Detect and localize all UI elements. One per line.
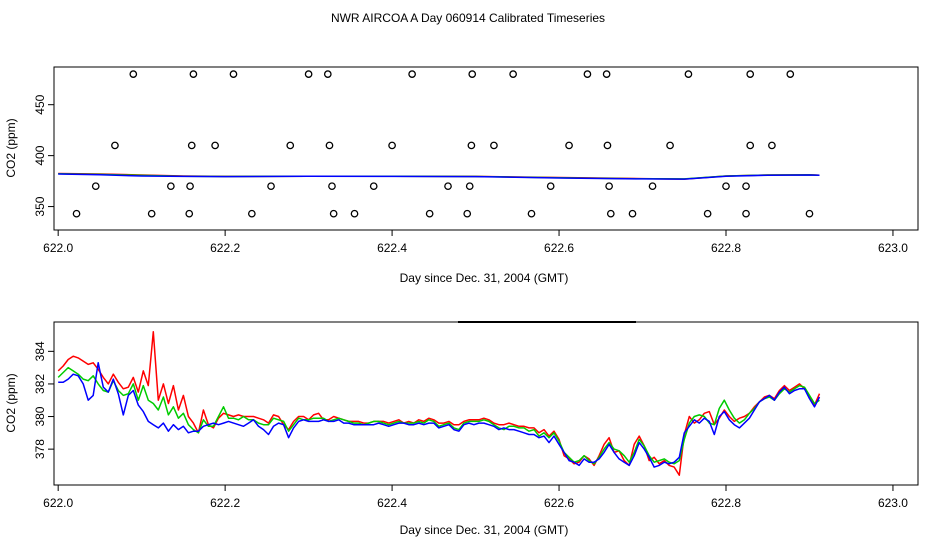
upper-x-axis-label: Day since Dec. 31, 2004 (GMT) bbox=[400, 271, 569, 285]
upper-marker-point bbox=[684, 70, 693, 78]
upper-marker-group bbox=[72, 70, 814, 218]
upper-marker-point bbox=[328, 182, 336, 191]
lower-x-tick-label: 622.0 bbox=[43, 496, 73, 510]
chart-title: NWR AIRCOA A Day 060914 Calibrated Times… bbox=[331, 11, 605, 25]
lower-y-axis-label: CO2 (ppm) bbox=[4, 373, 18, 432]
upper-marker-point bbox=[329, 209, 338, 218]
upper-marker-point bbox=[350, 209, 359, 218]
upper-x-axis: 622.0 622.2 622.4 622.6 622.8 623.0 bbox=[43, 230, 908, 255]
lower-x-tick-label: 623.0 bbox=[878, 496, 908, 510]
upper-marker-point bbox=[648, 182, 657, 191]
upper-marker-point bbox=[722, 182, 730, 191]
upper-marker-point bbox=[602, 70, 611, 78]
lower-panel: 622.0 622.2 622.4 622.6 622.8 623.0 378 380 382… bbox=[4, 321, 919, 537]
upper-marker-point bbox=[187, 141, 196, 150]
upper-marker-point bbox=[768, 141, 776, 150]
upper-marker-point bbox=[323, 70, 332, 78]
upper-x-tick-label: 623.0 bbox=[878, 241, 908, 255]
lower-x-tick-label: 622.6 bbox=[544, 496, 574, 510]
upper-marker-point bbox=[703, 209, 712, 218]
upper-marker-point bbox=[628, 209, 637, 218]
upper-x-tick-label: 622.4 bbox=[377, 241, 407, 255]
upper-x-tick-label: 622.6 bbox=[544, 241, 574, 255]
upper-marker-point bbox=[408, 70, 416, 78]
upper-marker-point bbox=[746, 70, 755, 78]
upper-marker-point bbox=[527, 209, 536, 218]
upper-marker-point bbox=[786, 70, 795, 78]
upper-marker-point bbox=[425, 209, 434, 218]
lower-x-tick-label: 622.8 bbox=[711, 496, 741, 510]
upper-marker-point bbox=[603, 141, 612, 150]
lower-series-blue-line bbox=[58, 362, 821, 468]
lower-plot-frame bbox=[53, 321, 919, 486]
lower-series-green-line bbox=[57, 366, 820, 465]
upper-marker-point bbox=[444, 182, 452, 191]
upper-y-tick-label: 400 bbox=[33, 145, 47, 165]
upper-marker-point bbox=[72, 209, 81, 218]
upper-marker-point bbox=[606, 209, 615, 218]
upper-panel: 622.0 622.2 622.4 622.6 622.8 623.0 350 400 450… bbox=[4, 66, 919, 285]
lower-y-tick-label: 378 bbox=[33, 439, 47, 459]
upper-series-group bbox=[58, 172, 820, 180]
upper-marker-point bbox=[468, 70, 477, 78]
upper-marker-point bbox=[111, 141, 119, 150]
upper-marker-point bbox=[467, 141, 476, 150]
upper-marker-point bbox=[805, 209, 814, 218]
upper-marker-point bbox=[742, 209, 750, 218]
upper-marker-point bbox=[211, 141, 219, 150]
upper-marker-point bbox=[583, 70, 592, 78]
upper-plot-frame bbox=[53, 66, 919, 231]
upper-marker-point bbox=[267, 182, 275, 191]
lower-x-tick-label: 622.2 bbox=[210, 496, 240, 510]
upper-series-blue-line bbox=[58, 173, 820, 180]
lower-y-axis: 378 380 382 384 bbox=[33, 341, 54, 459]
upper-x-tick-label: 622.2 bbox=[210, 241, 240, 255]
lower-x-axis: 622.0 622.2 622.4 622.6 622.8 623.0 bbox=[43, 485, 908, 510]
upper-y-axis-label: CO2 (ppm) bbox=[4, 118, 18, 177]
upper-marker-point bbox=[189, 70, 198, 78]
upper-marker-point bbox=[369, 182, 378, 191]
lower-series-group bbox=[57, 331, 821, 476]
upper-marker-point bbox=[247, 209, 256, 218]
upper-marker-point bbox=[286, 141, 295, 150]
upper-marker-point bbox=[186, 182, 194, 191]
upper-marker-point bbox=[605, 182, 613, 191]
upper-marker-point bbox=[465, 182, 474, 191]
lower-x-axis-label: Day since Dec. 31, 2004 (GMT) bbox=[400, 523, 569, 537]
lower-y-tick-label: 382 bbox=[33, 374, 47, 394]
upper-marker-point bbox=[490, 141, 498, 150]
upper-marker-point bbox=[147, 209, 156, 218]
upper-y-tick-label: 450 bbox=[33, 94, 47, 114]
lower-y-tick-label: 380 bbox=[33, 406, 47, 426]
upper-y-axis: 350 400 450 bbox=[33, 94, 54, 217]
upper-marker-point bbox=[388, 141, 396, 150]
upper-marker-point bbox=[91, 182, 100, 191]
upper-marker-point bbox=[325, 141, 334, 150]
upper-marker-point bbox=[129, 70, 138, 78]
lower-series-red-line bbox=[57, 331, 821, 476]
upper-x-tick-label: 622.0 bbox=[43, 241, 73, 255]
upper-marker-point bbox=[463, 209, 472, 218]
upper-marker-point bbox=[167, 182, 175, 191]
upper-marker-point bbox=[565, 141, 573, 150]
upper-marker-point bbox=[666, 141, 674, 150]
upper-x-tick-label: 622.8 bbox=[711, 241, 741, 255]
upper-marker-point bbox=[509, 70, 517, 78]
lower-y-tick-label: 384 bbox=[33, 341, 47, 361]
upper-marker-point bbox=[546, 182, 555, 191]
upper-marker-point bbox=[304, 70, 313, 78]
lower-x-tick-label: 622.4 bbox=[377, 496, 407, 510]
upper-marker-point bbox=[742, 182, 750, 191]
upper-marker-point bbox=[229, 70, 238, 78]
upper-y-tick-label: 350 bbox=[33, 196, 47, 216]
upper-marker-point bbox=[746, 141, 755, 150]
upper-marker-point bbox=[185, 209, 194, 218]
